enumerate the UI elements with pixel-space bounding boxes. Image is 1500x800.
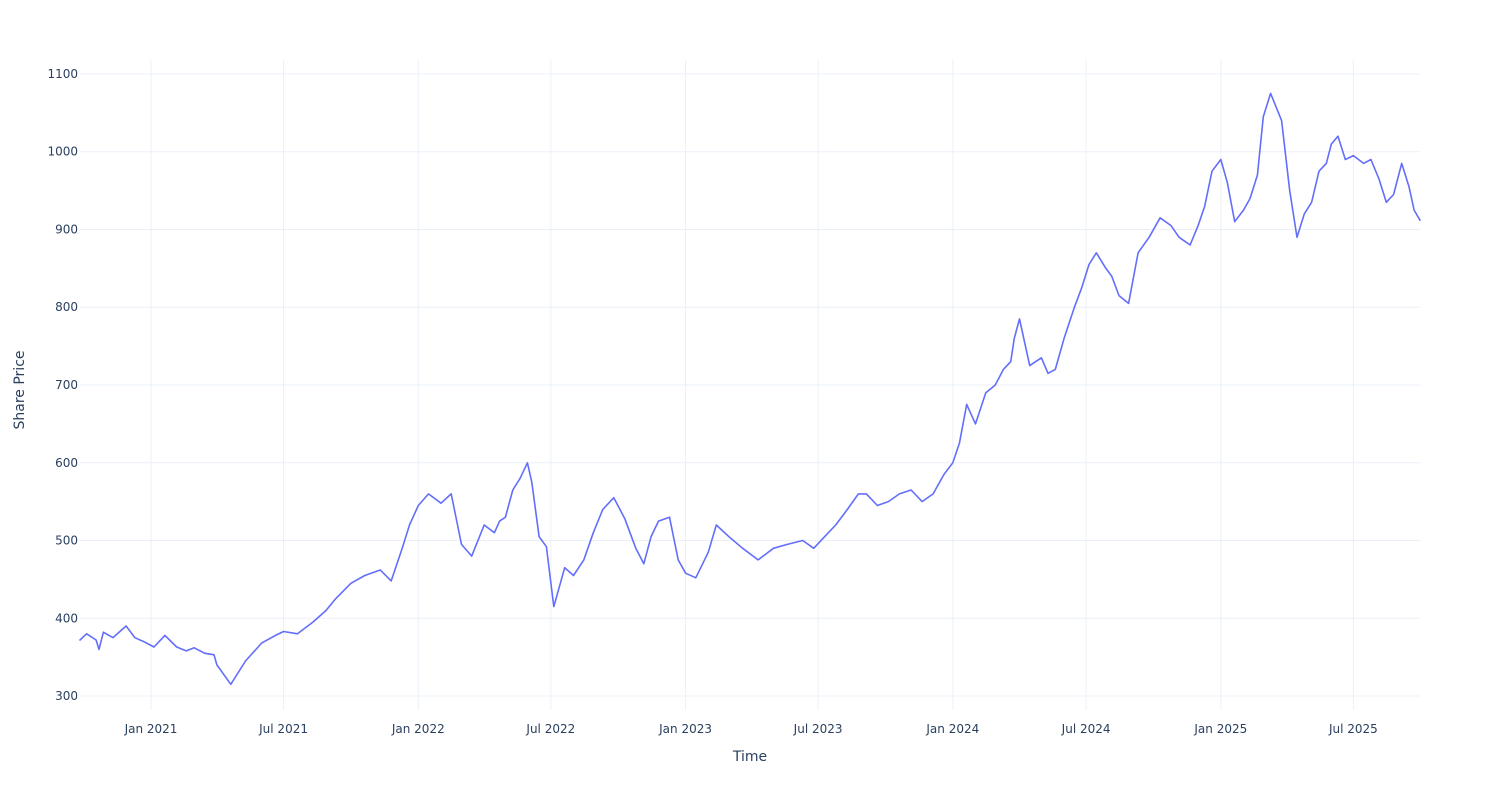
y-axis-title: Share Price bbox=[12, 350, 28, 429]
x-axis-title: Time bbox=[732, 749, 767, 765]
y-tick-label: 300 bbox=[55, 689, 78, 703]
x-tick-label: Jul 2023 bbox=[793, 722, 843, 736]
y-tick-label: 1000 bbox=[47, 145, 78, 159]
share-price-line bbox=[79, 92, 1421, 686]
x-tick-label: Jan 2025 bbox=[1193, 722, 1247, 736]
series-layer bbox=[79, 92, 1421, 686]
y-tick-label: 900 bbox=[55, 222, 78, 236]
y-tick-label: 600 bbox=[55, 456, 78, 470]
x-tick-label: Jul 2022 bbox=[525, 722, 575, 736]
x-tick-label: Jan 2024 bbox=[925, 722, 979, 736]
y-tick-label: 700 bbox=[55, 378, 78, 392]
x-tick-label: Jan 2021 bbox=[124, 722, 178, 736]
y-tick-label: 500 bbox=[55, 534, 78, 548]
y-gridlines bbox=[80, 73, 1420, 697]
x-tick-label: Jan 2023 bbox=[658, 722, 712, 736]
x-tick-label: Jul 2024 bbox=[1061, 722, 1111, 736]
y-tick-label: 800 bbox=[55, 300, 78, 314]
x-tick-label: Jul 2021 bbox=[258, 722, 308, 736]
x-tick-labels: Jan 2021 Jul 2021 Jan 2022 Jul 2022 Jan 2023… bbox=[124, 722, 1378, 736]
y-tick-label: 400 bbox=[55, 611, 78, 625]
y-tick-label: 1100 bbox=[47, 67, 78, 81]
x-tick-label: Jan 2022 bbox=[391, 722, 445, 736]
y-tick-labels: 300 400 500 600 700 800 900 1000 1100 bbox=[47, 67, 78, 703]
x-tick-label: Jul 2025 bbox=[1328, 722, 1378, 736]
